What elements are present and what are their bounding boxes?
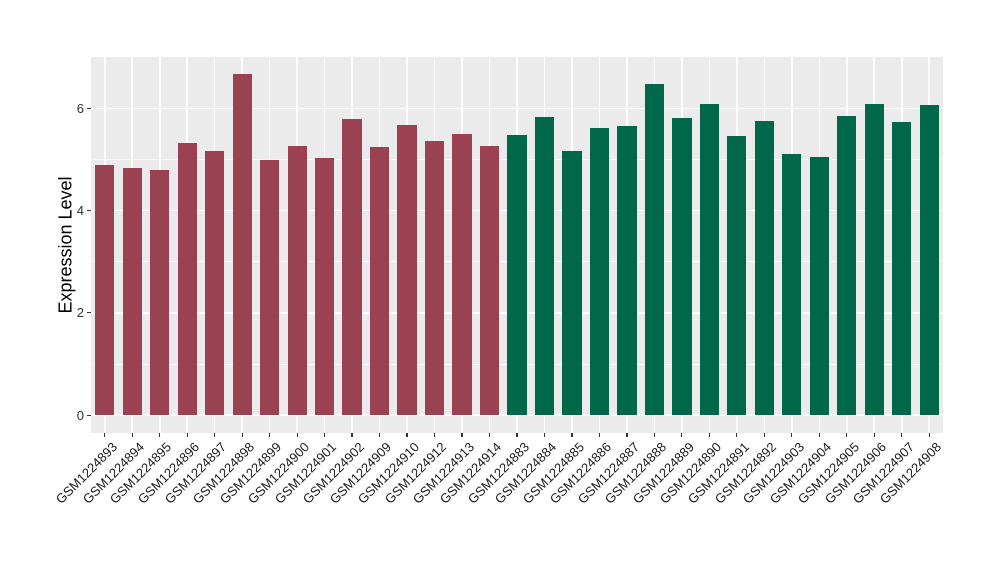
x-tick-mark — [186, 433, 188, 437]
bar — [864, 103, 884, 416]
bar — [342, 119, 362, 416]
y-tick-mark — [87, 414, 91, 416]
x-tick-mark — [269, 433, 271, 437]
plot-area — [91, 57, 943, 433]
bar — [919, 104, 939, 416]
x-tick-mark — [873, 433, 875, 437]
bar — [507, 134, 527, 416]
x-tick-mark — [516, 433, 518, 437]
bar — [260, 160, 280, 416]
bar — [809, 156, 829, 416]
bar — [287, 145, 307, 416]
bar — [177, 143, 197, 416]
bar — [562, 150, 582, 416]
y-axis-title: Expression Level — [55, 176, 76, 314]
bar — [122, 167, 142, 416]
x-tick-mark — [763, 433, 765, 437]
y-tick-label: 6 — [76, 100, 84, 116]
x-tick-mark — [626, 433, 628, 437]
x-tick-mark — [433, 433, 436, 437]
y-tick-label: 4 — [76, 203, 84, 219]
x-tick-mark — [791, 433, 793, 437]
x-tick-mark — [378, 433, 381, 437]
bar — [727, 136, 747, 416]
y-tick-mark — [87, 312, 91, 314]
x-tick-mark — [104, 433, 106, 437]
bar — [95, 165, 115, 416]
x-tick-mark — [324, 433, 326, 437]
y-tick-label: 0 — [76, 407, 84, 423]
bar — [754, 120, 774, 416]
x-tick-mark — [351, 433, 353, 437]
bar — [589, 127, 610, 416]
x-tick-mark — [131, 433, 133, 437]
x-tick-mark — [159, 433, 161, 437]
x-tick-mark — [241, 433, 243, 437]
bar — [424, 141, 445, 416]
bar — [699, 103, 719, 416]
y-tick-label: 2 — [76, 305, 84, 321]
x-tick-mark — [598, 433, 601, 437]
x-tick-mark — [928, 433, 930, 437]
y-tick-mark — [87, 107, 91, 109]
bar — [644, 83, 665, 416]
x-tick-mark — [488, 433, 491, 437]
bar — [369, 147, 390, 416]
bar — [397, 125, 417, 416]
bar — [617, 125, 637, 416]
bar — [314, 158, 335, 416]
y-tick-mark — [87, 210, 91, 212]
x-tick-mark — [406, 433, 408, 437]
x-tick-mark — [681, 433, 683, 437]
x-tick-mark — [736, 433, 738, 437]
bar — [452, 133, 472, 416]
bar — [892, 121, 912, 416]
x-tick-mark — [708, 433, 710, 437]
bar — [672, 118, 692, 416]
x-tick-mark — [543, 433, 546, 437]
bar — [150, 169, 170, 416]
x-tick-mark — [461, 433, 463, 437]
x-tick-mark — [901, 433, 903, 437]
bar — [782, 153, 802, 416]
bar — [837, 115, 857, 416]
bar — [205, 150, 225, 416]
x-tick-mark — [846, 433, 848, 437]
x-tick-mark — [571, 433, 573, 437]
bar — [479, 145, 500, 416]
x-tick-mark — [296, 433, 298, 437]
x-tick-mark — [653, 433, 655, 437]
bar — [534, 116, 555, 416]
bar — [232, 74, 252, 416]
x-tick-mark — [818, 433, 820, 437]
x-tick-mark — [214, 433, 216, 437]
